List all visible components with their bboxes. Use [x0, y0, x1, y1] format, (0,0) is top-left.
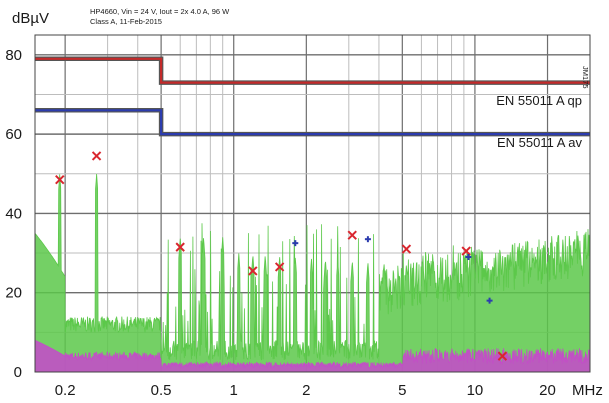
- y-tick-label: 20: [5, 285, 22, 302]
- qp-marker-stroke: [461, 246, 471, 256]
- y-axis-ticks: 0 20 40 60 80: [5, 47, 22, 381]
- qp-marker-stroke: [55, 175, 65, 185]
- y-axis-unit: dBµV: [12, 10, 49, 27]
- qp-marker: [347, 230, 357, 240]
- y-tick-label: 0: [14, 364, 22, 381]
- limit-label-qp: EN 55011 A qp: [496, 93, 582, 108]
- measurement-trace-green: [34, 173, 591, 373]
- x-tick-label: 0.2: [55, 382, 76, 399]
- av-marker: [486, 297, 493, 304]
- x-tick-label: 10: [467, 382, 484, 399]
- x-tick-label: 0.5: [151, 382, 172, 399]
- x-tick-label: 1: [230, 382, 238, 399]
- qp-marker: [175, 242, 185, 252]
- qp-marker-stroke: [401, 244, 412, 254]
- qp-marker-stroke: [175, 242, 185, 252]
- limit-line-av: [35, 109, 590, 136]
- qp-marker: [401, 244, 412, 254]
- x-axis-unit: MHz: [572, 382, 603, 399]
- side-label: JM175: [581, 66, 590, 89]
- qp-marker: [497, 351, 508, 361]
- x-tick-label: 5: [398, 382, 406, 399]
- qp-marker: [91, 151, 102, 161]
- limit-lines: [35, 56, 590, 137]
- qp-marker-stroke: [497, 351, 508, 361]
- av-marker: [292, 240, 299, 247]
- measurement-markers: [55, 151, 508, 361]
- qp-marker: [55, 175, 65, 185]
- plot-frame: [34, 34, 591, 373]
- x-axis-ticks: 0.2 0.5 1 2 5 10 20: [55, 382, 556, 399]
- y-tick-label: 40: [5, 205, 22, 222]
- qp-marker-stroke: [274, 262, 285, 272]
- x-tick-label: 20: [539, 382, 556, 399]
- av-marker: [465, 254, 472, 261]
- limit-line-qp: [35, 57, 590, 84]
- qp-marker: [274, 262, 285, 272]
- qp-marker-stroke: [248, 266, 258, 276]
- qp-marker-stroke: [91, 151, 102, 161]
- header-line-2: Class A, 11-Feb-2015: [90, 17, 162, 26]
- av-marker: [364, 236, 371, 243]
- qp-marker: [248, 266, 258, 276]
- y-tick-label: 80: [5, 47, 22, 64]
- x-tick-label: 2: [302, 382, 310, 399]
- qp-marker: [461, 246, 471, 256]
- header-line-1: HP4660, Vin = 24 V, Iout = 2x 4.0 A, 96 …: [90, 7, 230, 16]
- qp-marker-stroke: [347, 230, 357, 240]
- limit-label-av: EN 55011 A av: [497, 135, 583, 150]
- y-tick-label: 60: [5, 126, 22, 143]
